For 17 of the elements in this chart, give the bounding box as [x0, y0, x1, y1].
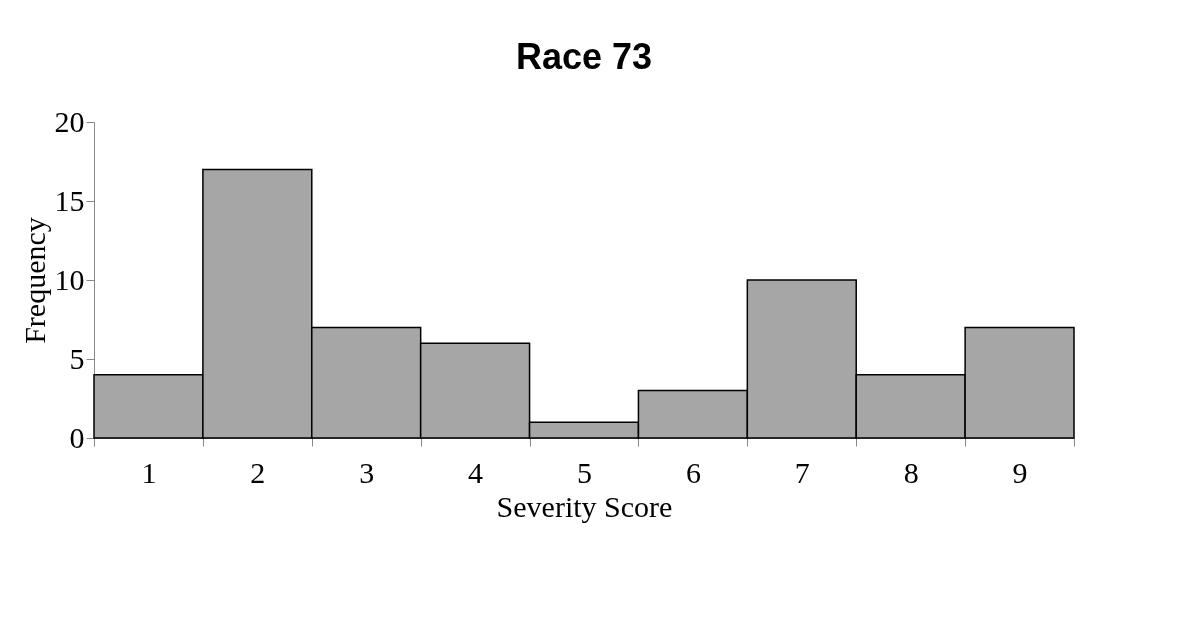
- y-tick-label: 0: [69, 420, 85, 454]
- x-tick-label: 9: [1012, 455, 1028, 489]
- x-tick-label: 7: [794, 455, 810, 489]
- x-tick-label: 8: [903, 455, 919, 489]
- chart-title: Race 73: [515, 36, 653, 77]
- y-tick-label: 20: [54, 104, 85, 138]
- y-tick-label: 5: [69, 341, 85, 375]
- x-tick-label: 3: [359, 455, 375, 489]
- x-tick-label: 5: [577, 455, 592, 489]
- y-axis-title: Frequency: [17, 217, 51, 344]
- x-axis-title: Severity Score: [496, 489, 673, 523]
- y-tick-label: 15: [54, 183, 85, 217]
- x-tick-label: 4: [468, 455, 484, 489]
- x-tick-label: 2: [250, 455, 266, 489]
- x-tick-label: 6: [685, 455, 701, 489]
- y-tick-label: 10: [54, 262, 85, 296]
- x-tick-label: 1: [141, 455, 157, 489]
